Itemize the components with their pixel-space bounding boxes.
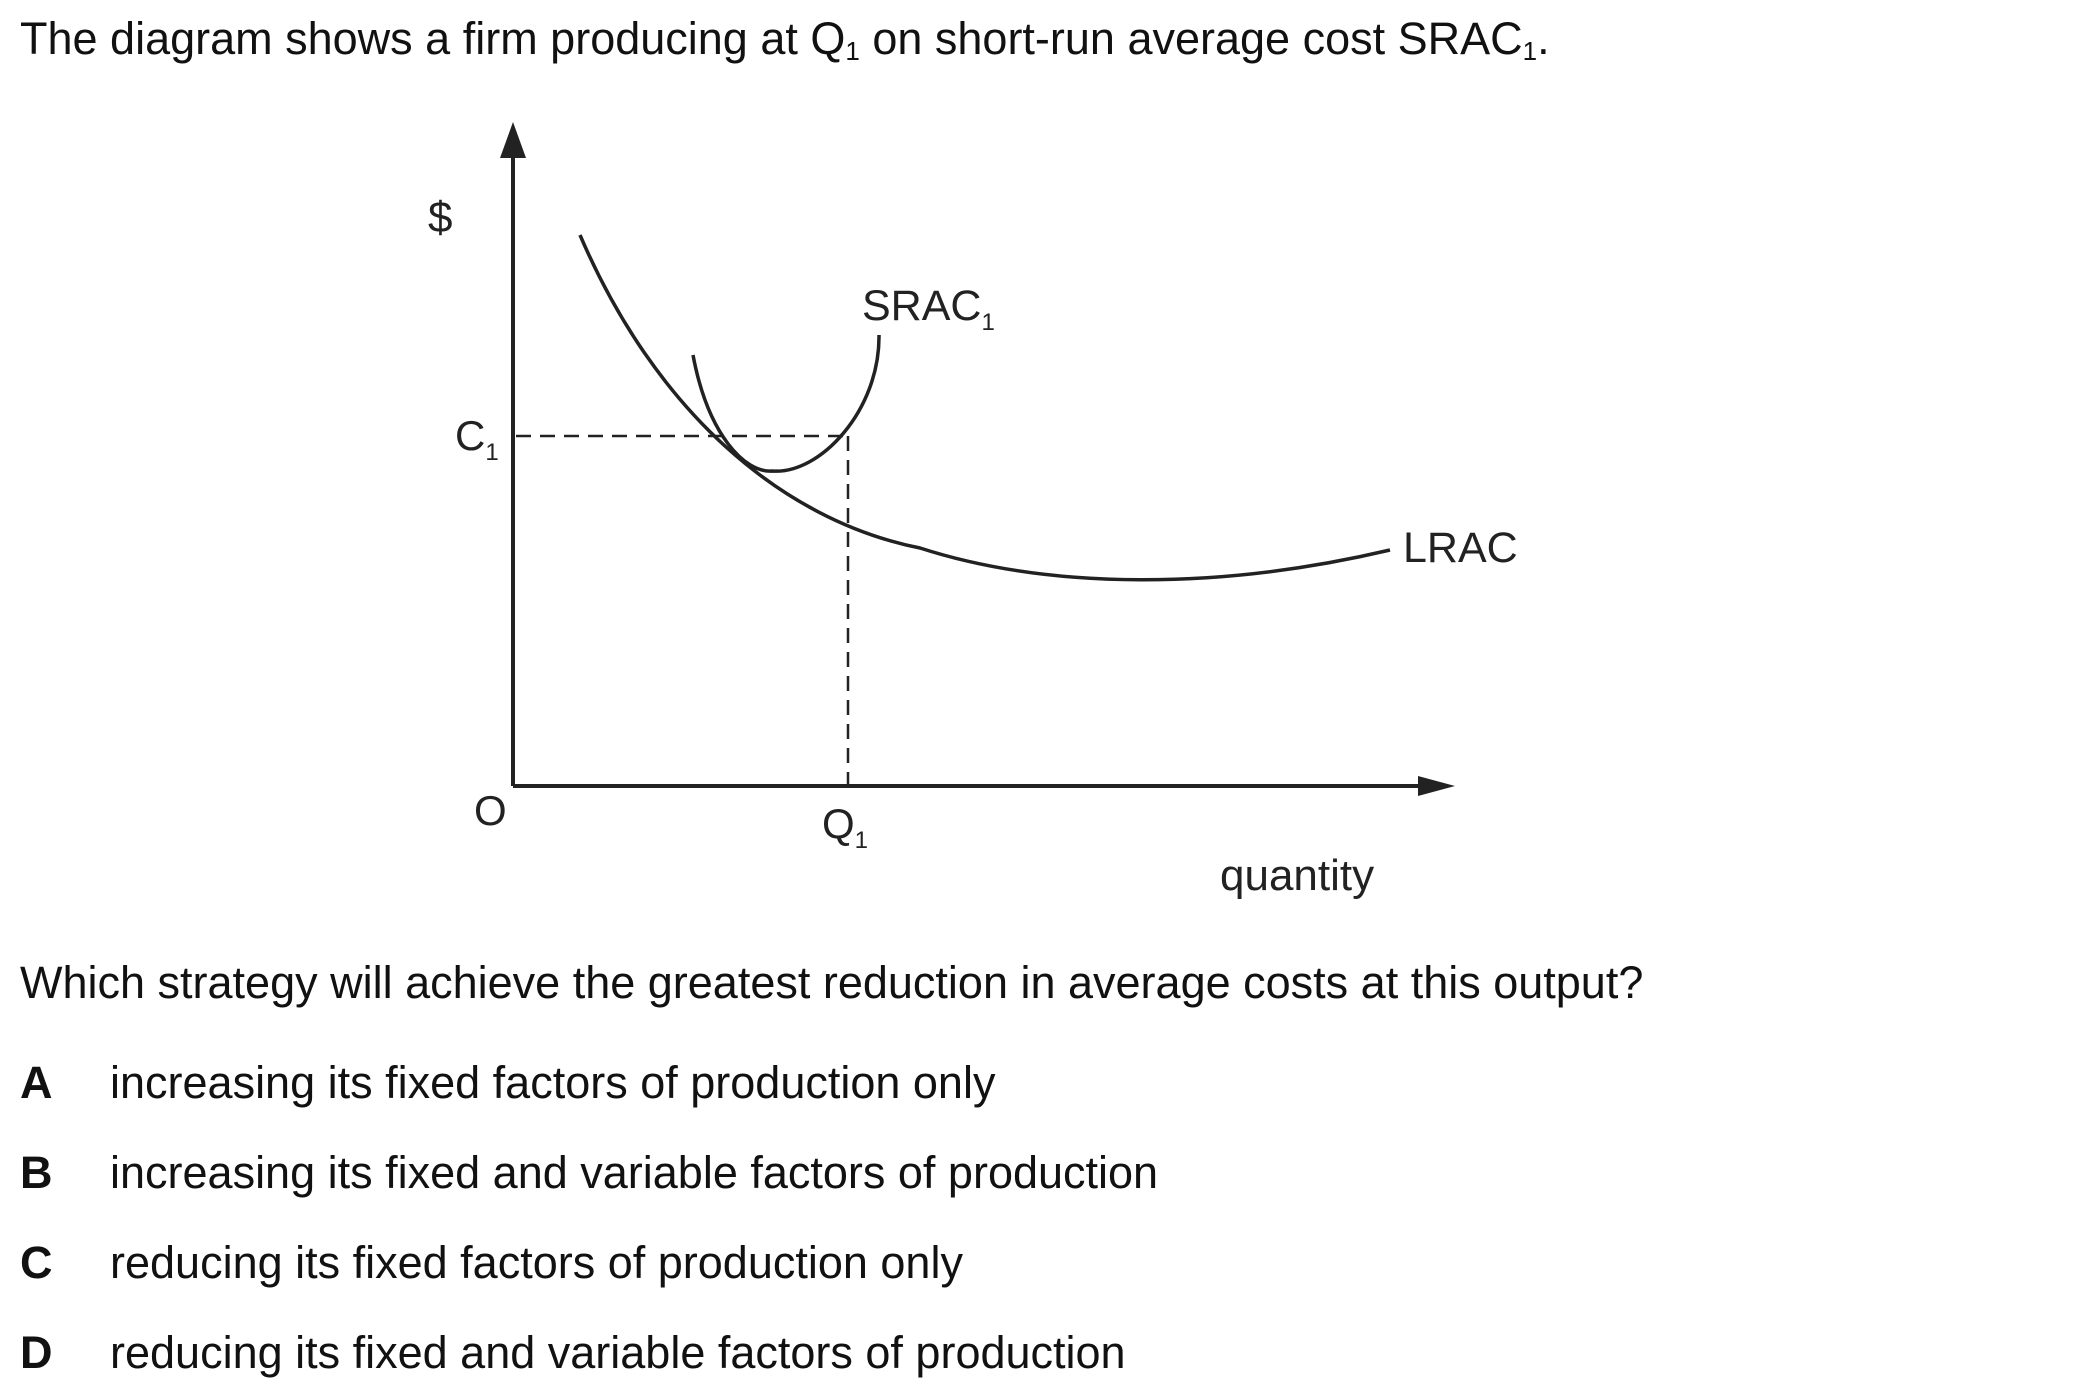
intro-part-1: The diagram shows a firm producing at Q xyxy=(20,13,846,64)
option-c-letter: C xyxy=(20,1237,53,1288)
x-axis-arrowhead xyxy=(1418,776,1455,796)
origin-label: O xyxy=(474,787,507,834)
option-d-text: reducing its fixed and variable factors … xyxy=(110,1327,1126,1378)
option-a-text: increasing its fixed factors of producti… xyxy=(110,1057,996,1108)
q1-label: Q1 xyxy=(822,800,868,854)
srac1-label: SRAC1 xyxy=(862,282,995,336)
y-axis-arrowhead xyxy=(500,122,526,158)
cost-curve-diagram: $ O quantity C1 Q1 SRAC1 LRAC xyxy=(428,122,1518,900)
option-a-letter: A xyxy=(20,1057,53,1108)
c1-label-main: C xyxy=(455,412,485,459)
srac1-label-main: SRAC xyxy=(862,282,981,330)
option-d-letter: D xyxy=(20,1327,53,1378)
c1-label-subscript: 1 xyxy=(485,439,498,466)
intro-text: The diagram shows a firm producing at Q1… xyxy=(20,13,1550,64)
y-axis-label: $ xyxy=(428,193,452,242)
intro-srac-subscript: 1 xyxy=(1522,36,1538,66)
intro-q-subscript: 1 xyxy=(845,36,860,66)
c1-label: C1 xyxy=(455,412,499,466)
srac1-curve xyxy=(691,334,881,473)
x-axis-label: quantity xyxy=(1220,851,1374,900)
intro-part-3: . xyxy=(1537,13,1550,64)
option-b-text: increasing its fixed and variable factor… xyxy=(110,1147,1159,1198)
option-b-letter: B xyxy=(20,1147,53,1198)
option-c-text: reducing its fixed factors of production… xyxy=(110,1237,963,1288)
q1-label-main: Q xyxy=(822,800,855,847)
question-text: Which strategy will achieve the greatest… xyxy=(20,957,1644,1008)
srac1-label-subscript: 1 xyxy=(981,309,994,336)
lrac-label: LRAC xyxy=(1403,524,1518,572)
lrac-curve xyxy=(578,234,1391,582)
intro-part-2: on short-run average cost SRAC xyxy=(859,13,1523,64)
q1-label-subscript: 1 xyxy=(855,827,868,854)
